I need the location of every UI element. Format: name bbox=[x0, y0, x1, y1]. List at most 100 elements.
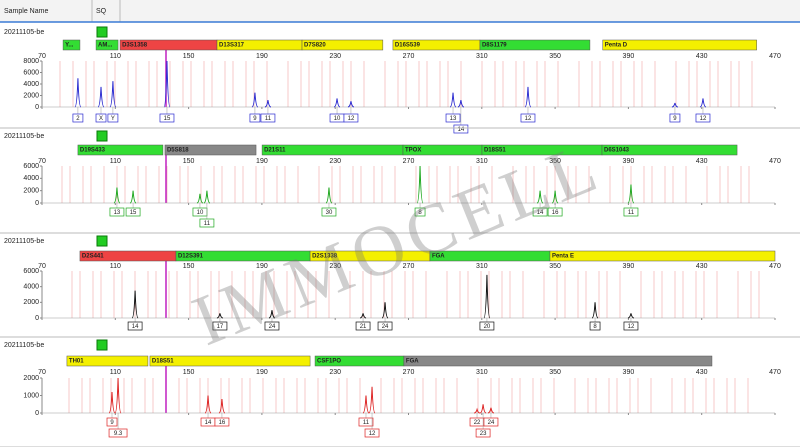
peak bbox=[333, 98, 341, 108]
locus-name: D18S51 bbox=[152, 359, 174, 365]
x-tick-label: 70 bbox=[38, 263, 46, 270]
x-tick-label: 310 bbox=[476, 53, 488, 60]
peak bbox=[74, 78, 82, 108]
allele-box bbox=[343, 113, 359, 123]
allele-box bbox=[107, 113, 119, 123]
allele-box bbox=[483, 417, 499, 427]
y-tick-label: 4000 bbox=[23, 175, 39, 182]
x-tick-label: 230 bbox=[329, 263, 341, 270]
allele-box bbox=[321, 207, 337, 217]
peak bbox=[627, 184, 635, 204]
locus-bar bbox=[149, 355, 311, 367]
allele-box bbox=[445, 113, 461, 123]
x-tick-label: 190 bbox=[256, 263, 268, 270]
peak bbox=[551, 190, 559, 204]
allele-label: 11 bbox=[204, 221, 211, 227]
allele-label: 12 bbox=[348, 116, 355, 122]
y-tick-label: 6000 bbox=[23, 268, 39, 275]
x-tick-label: 470 bbox=[769, 53, 781, 60]
allele-box bbox=[377, 321, 393, 331]
allele-label: X bbox=[99, 116, 103, 122]
x-tick-label: 110 bbox=[110, 158, 121, 165]
column-header[interactable]: Sample Name bbox=[4, 8, 48, 15]
allele-box bbox=[355, 321, 371, 331]
x-tick-label: 70 bbox=[38, 158, 46, 165]
peak bbox=[268, 310, 276, 319]
allele-label: 21 bbox=[360, 324, 367, 330]
allele-box bbox=[159, 113, 175, 123]
x-tick-label: 470 bbox=[769, 263, 781, 270]
peak bbox=[416, 165, 424, 204]
locus-name: D7S820 bbox=[304, 43, 326, 49]
x-tick-label: 350 bbox=[549, 53, 561, 60]
locus-bar bbox=[66, 355, 149, 367]
allele-box bbox=[414, 207, 426, 217]
allele-box bbox=[199, 218, 215, 228]
locus-name: D2S441 bbox=[82, 254, 104, 260]
peak bbox=[108, 391, 116, 414]
allele-box bbox=[623, 321, 639, 331]
peak bbox=[113, 187, 121, 204]
x-tick-label: 310 bbox=[476, 263, 488, 270]
allele-box bbox=[547, 207, 563, 217]
peak bbox=[627, 313, 635, 319]
locus-name: FGA bbox=[406, 359, 419, 365]
peak bbox=[671, 102, 679, 108]
locus-bar bbox=[403, 355, 713, 367]
peak bbox=[114, 377, 122, 414]
allele-label: 30 bbox=[326, 210, 333, 216]
header-row bbox=[0, 0, 800, 22]
allele-box bbox=[72, 113, 84, 123]
peak bbox=[457, 100, 465, 108]
locus-name: Penta E bbox=[552, 254, 574, 260]
locus-bar bbox=[601, 144, 738, 156]
allele-label: 10 bbox=[334, 116, 341, 122]
x-tick-label: 230 bbox=[329, 369, 341, 376]
allele-label: 2 bbox=[76, 116, 80, 122]
x-tick-label: 270 bbox=[403, 158, 415, 165]
column-header[interactable]: SQ bbox=[96, 8, 107, 15]
allele-box bbox=[695, 113, 711, 123]
x-tick-label: 310 bbox=[476, 158, 488, 165]
y-tick-label: 4000 bbox=[23, 284, 39, 291]
peak bbox=[449, 92, 457, 108]
allele-box bbox=[623, 207, 639, 217]
peak bbox=[109, 81, 117, 108]
allele-label: 22 bbox=[474, 420, 481, 426]
x-tick-label: 190 bbox=[256, 158, 268, 165]
peak bbox=[131, 290, 139, 319]
x-tick-label: 110 bbox=[110, 369, 121, 376]
x-tick-label: 70 bbox=[38, 369, 46, 376]
y-tick-label: 0 bbox=[35, 315, 39, 322]
y-tick-label: 2000 bbox=[23, 188, 39, 195]
allele-label: 14 bbox=[537, 210, 544, 216]
x-tick-label: 150 bbox=[183, 158, 195, 165]
peak bbox=[381, 302, 389, 319]
x-tick-label: 110 bbox=[110, 53, 121, 60]
locus-bar bbox=[62, 39, 81, 51]
peak bbox=[591, 302, 599, 319]
locus-bar bbox=[301, 39, 384, 51]
allele-label: 10 bbox=[197, 210, 204, 216]
locus-bar bbox=[95, 39, 119, 51]
peak bbox=[479, 404, 487, 414]
locus-name: D2S1338 bbox=[312, 254, 338, 260]
locus-name: CSF1PO bbox=[317, 359, 341, 365]
peak bbox=[524, 86, 532, 108]
y-tick-label: 6000 bbox=[23, 69, 39, 76]
status-icon bbox=[96, 235, 108, 247]
peak bbox=[203, 190, 211, 204]
allele-box bbox=[532, 207, 548, 217]
peak bbox=[264, 100, 272, 108]
y-tick-label: 1000 bbox=[23, 392, 39, 399]
peak bbox=[129, 190, 137, 204]
allele-label: 24 bbox=[382, 324, 389, 330]
peak bbox=[204, 395, 212, 414]
x-tick-label: 150 bbox=[183, 263, 195, 270]
allele-label: 13 bbox=[450, 116, 457, 122]
x-tick-label: 270 bbox=[403, 263, 415, 270]
x-tick-label: 150 bbox=[183, 53, 195, 60]
locus-bar bbox=[602, 39, 757, 51]
allele-label: 9 bbox=[253, 116, 257, 122]
